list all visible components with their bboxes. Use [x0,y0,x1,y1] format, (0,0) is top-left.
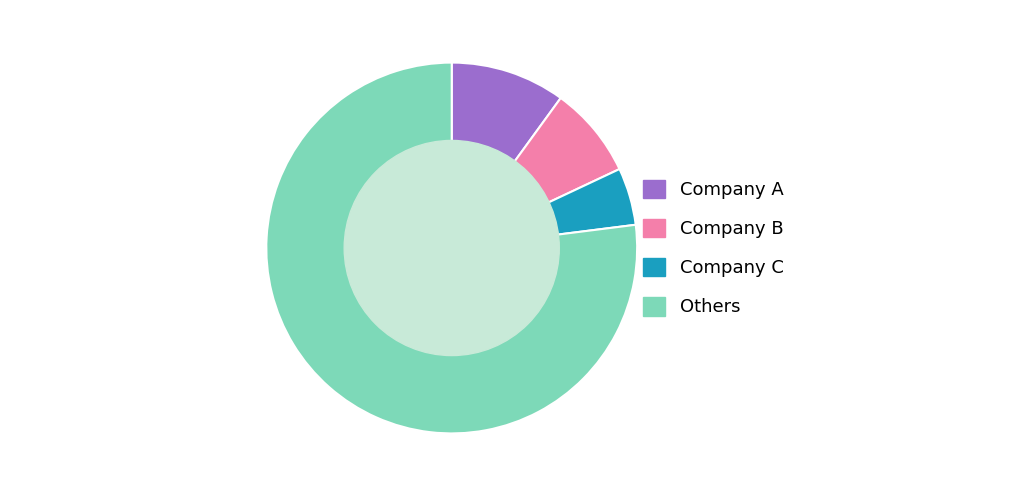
Wedge shape [266,62,637,434]
Legend: Company A, Company B, Company C, Others: Company A, Company B, Company C, Others [636,172,791,324]
Circle shape [344,140,559,356]
Wedge shape [452,62,561,248]
Wedge shape [452,169,636,248]
Wedge shape [452,98,620,248]
